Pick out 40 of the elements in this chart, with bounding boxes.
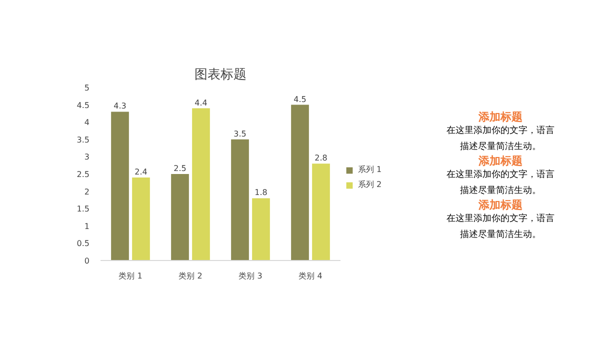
data-label: 3.5 [234, 129, 246, 138]
text: 添加标题 [478, 198, 522, 212]
data-label: 4.5 [294, 94, 306, 104]
data-label: 4.4 [194, 98, 208, 108]
y-tick-label: 4 [84, 118, 90, 128]
text: 在这里添加你的文字，语言描述尽量简洁生动。 [446, 212, 554, 240]
bar [231, 139, 249, 260]
data-label: 2.4 [134, 167, 148, 176]
y-tick-label: 3.5 [76, 135, 90, 144]
y-tick-label: 0.5 [76, 239, 90, 248]
bar [192, 108, 210, 260]
text: 添加标题 [478, 154, 522, 168]
data-label: 2.5 [174, 164, 186, 173]
y-tick-label: 2 [84, 187, 90, 196]
y-tick-label: 3 [84, 152, 90, 162]
legend-label: 系列 2 [358, 179, 382, 190]
data-label: 1.8 [254, 188, 268, 198]
y-tick-label: 1.5 [76, 204, 90, 214]
bar [291, 104, 309, 260]
bar [111, 112, 129, 260]
text: 在这里添加你的文字，语言描述尽量简洁生动。 [446, 124, 554, 152]
bar [132, 177, 150, 260]
x-tick-label: 类别 3 [238, 272, 262, 280]
y-tick-label: 0 [84, 256, 90, 266]
bar [171, 174, 189, 260]
text: 在这里添加你的文字，语言描述尽量简洁生动。 [446, 168, 554, 196]
bar [312, 164, 330, 260]
x-tick-label: 类别 4 [298, 272, 322, 280]
text: 添加标题 [478, 110, 522, 124]
y-tick-label: 1 [84, 222, 90, 231]
x-tick-label: 类别 1 [118, 272, 142, 280]
bar [252, 198, 270, 260]
data-label: 4.3 [114, 102, 126, 111]
y-tick-label: 5 [84, 84, 90, 92]
y-tick-label: 2.5 [76, 170, 90, 179]
legend-label: 系列 1 [358, 164, 382, 175]
x-tick-label: 类别 2 [178, 272, 202, 280]
y-tick-label: 4.5 [76, 100, 90, 110]
data-label: 2.8 [314, 154, 328, 163]
chart-title: 图表标题 [194, 68, 246, 82]
